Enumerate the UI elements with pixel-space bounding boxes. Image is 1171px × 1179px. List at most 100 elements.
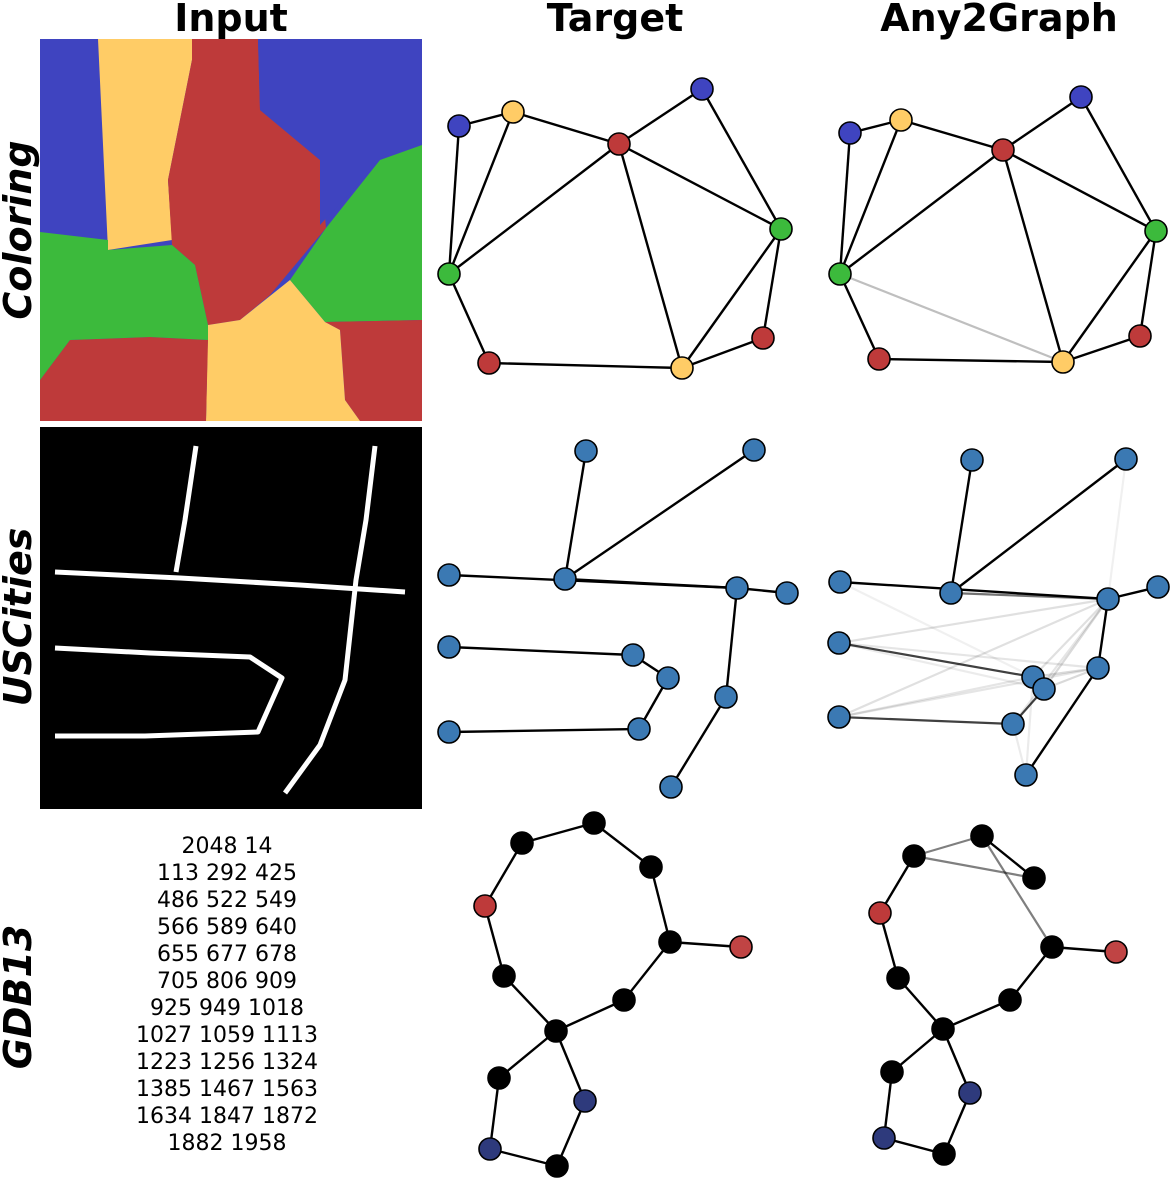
graph-edge [447, 125, 461, 275]
graph-node-city [827, 705, 851, 729]
graph-edge [1062, 230, 1157, 363]
graph-edge [448, 573, 738, 590]
coloring-region-red-right [325, 320, 422, 421]
graph-node-bond_red [1104, 940, 1128, 964]
graph-edge [838, 132, 852, 275]
graph-node-city [827, 631, 851, 655]
graph-edge [447, 273, 491, 364]
graph-edge [503, 975, 557, 1032]
gdb13-text-line: 113 292 425 [157, 861, 297, 886]
graph-node-red [867, 347, 891, 371]
graph-node-black [658, 930, 682, 954]
graph-node-black [582, 811, 606, 835]
coloring-region-blue-right [258, 39, 422, 225]
coloring-region-yellow-bottom [206, 280, 360, 421]
graph-node-red [868, 901, 892, 925]
graph-edge [913, 854, 1035, 880]
graph-edge [512, 110, 620, 146]
graph-node-navy [958, 1081, 982, 1105]
graph-node-city [1086, 656, 1110, 680]
graph-edge [761, 228, 783, 339]
coloring-input-image [40, 39, 422, 421]
graph-node-city [1014, 763, 1038, 787]
graph-edge [1138, 230, 1158, 337]
graph-node-black [902, 844, 926, 868]
gdb13-text-line: 705 806 909 [157, 969, 297, 994]
graph-edge [878, 357, 1064, 364]
graph-node-city [1096, 587, 1120, 611]
graph-node-black [544, 1019, 568, 1043]
graph-node-city [627, 717, 651, 741]
graph-edge [681, 228, 782, 369]
graph-edge [617, 143, 684, 369]
graph-edge [839, 580, 1109, 601]
graph-edge [1025, 667, 1099, 776]
graph-edge [981, 835, 1053, 948]
graph-node-green [769, 217, 793, 241]
graph-node-black [931, 1017, 955, 1041]
graph-edge [900, 118, 1004, 152]
graph-edge [448, 727, 640, 734]
graph-node-red [1128, 324, 1152, 348]
gdb13-text-line: 1027 1059 1113 [136, 1023, 318, 1048]
gdb13-text-line: 566 589 640 [157, 915, 297, 940]
coloring-region-green-left [40, 232, 208, 380]
graph-node-black [880, 1060, 904, 1084]
graph-node-city [1146, 575, 1170, 599]
coloring-any2graph-graph [828, 85, 1168, 374]
graph-node-black [612, 988, 636, 1012]
gdb13-any2graph-graph [868, 824, 1128, 1166]
graph-edge [838, 641, 1045, 691]
graph-edge [1002, 148, 1157, 233]
gdb13-text-line: 925 949 1018 [150, 996, 304, 1021]
graph-node-blue [1069, 85, 1093, 109]
graph-edge [1002, 96, 1082, 151]
graph-node-blue [838, 121, 862, 145]
road-stroke [54, 569, 406, 595]
graph-node-city [828, 570, 852, 594]
graph-edge [498, 1030, 557, 1079]
graph-edge [838, 641, 1099, 670]
graph-node-city [742, 438, 766, 462]
uscities-input-background [40, 427, 422, 809]
graph-edge [1001, 149, 1065, 363]
coloring-region-red-bottom-left [40, 337, 208, 421]
graph-edge [554, 1030, 587, 1102]
graph-node-red [751, 326, 775, 350]
graph-edge [618, 87, 703, 146]
graph-node-black [932, 1142, 956, 1166]
graph-edge [669, 940, 742, 949]
graph-edge [1012, 598, 1109, 725]
graph-node-green [437, 262, 461, 286]
graph-node-yellow [670, 356, 694, 380]
graph-edge [838, 666, 1099, 719]
graph-edge [488, 361, 683, 370]
gdb13-text-line: 1634 1847 1872 [136, 1104, 318, 1129]
graph-node-black [1022, 866, 1046, 890]
graph-node-yellow [889, 108, 913, 132]
graph-edge [593, 822, 652, 868]
graph-node-city [1032, 677, 1056, 701]
graph-edge [838, 597, 1109, 719]
gdb13-text-line: 655 677 678 [157, 942, 297, 967]
graph-edge [950, 458, 1127, 594]
coloring-region-red-center [168, 39, 326, 325]
graph-node-red [477, 351, 501, 375]
graph-node-black [970, 824, 994, 848]
graph-node-city [621, 643, 645, 667]
coloring-region-yellow-top [98, 39, 192, 250]
row-title-coloring: Coloring [0, 140, 40, 319]
coloring-region-blue-left [40, 39, 108, 240]
row-title-gdb13: GDB13 [0, 925, 40, 1070]
graph-edge [700, 88, 783, 230]
graph-node-city [939, 581, 963, 605]
graph-node-city [960, 448, 984, 472]
graph-node-yellow [501, 100, 525, 124]
graph-edge [839, 581, 1034, 678]
graph-node-black [998, 988, 1022, 1012]
graph-edge [448, 645, 634, 657]
graph-node-blue [690, 77, 714, 101]
graph-edge [488, 1077, 501, 1150]
graph-edge [942, 998, 1011, 1031]
